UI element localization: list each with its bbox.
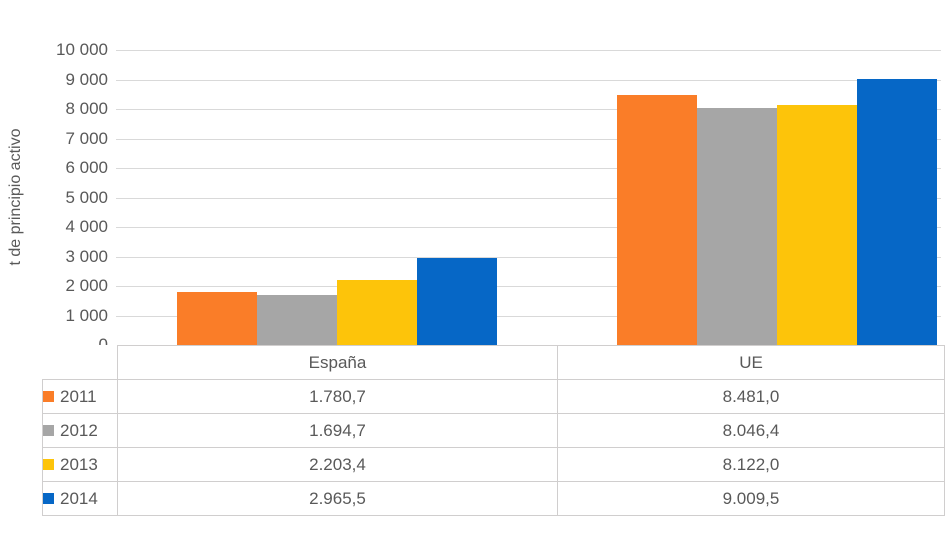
bar-2012-España bbox=[257, 295, 337, 345]
data-table: España UE 2011 1.780,7 8.481,0 2012 1.694,7 8.0… bbox=[42, 345, 945, 516]
value-cell: 1.780,7 bbox=[117, 379, 558, 414]
column-header-UE: UE bbox=[557, 345, 945, 380]
table-row: 2013 2.203,4 8.122,0 bbox=[42, 447, 945, 482]
gridline bbox=[116, 256, 941, 258]
legend-cell-2011: 2011 bbox=[42, 379, 118, 414]
bar-2014-España bbox=[417, 257, 497, 345]
bar-2014-UE bbox=[857, 79, 937, 345]
value-cell: 2.203,4 bbox=[117, 447, 558, 482]
y-tick-label: 9 000 bbox=[65, 69, 108, 89]
gridline bbox=[116, 50, 941, 51]
legend-cell-2013: 2013 bbox=[42, 447, 118, 482]
legend-swatch-icon bbox=[43, 458, 54, 470]
y-tick-label: 7 000 bbox=[65, 128, 108, 148]
y-tick-label: 5 000 bbox=[65, 187, 108, 207]
column-header-España: España bbox=[117, 345, 558, 380]
legend-swatch-icon bbox=[43, 424, 54, 436]
y-tick-label: 8 000 bbox=[65, 99, 108, 118]
bar-2013-UE bbox=[777, 105, 857, 345]
legend-cell-2014: 2014 bbox=[42, 481, 118, 516]
legend-cell-2012: 2012 bbox=[42, 413, 118, 448]
legend-swatch-icon bbox=[43, 390, 54, 402]
y-tick-label: 10 000 bbox=[56, 40, 108, 59]
value-cell: 2.965,5 bbox=[117, 481, 558, 516]
y-axis-tick-labels: 0 1 000 2 000 3 000 4 000 5 000 6 000 7 000 8 00… bbox=[0, 0, 108, 370]
value-cell: 8.046,4 bbox=[557, 413, 945, 448]
value-cell: 8.122,0 bbox=[557, 447, 945, 482]
table-row: 2011 1.780,7 8.481,0 bbox=[42, 379, 945, 414]
plot-area bbox=[116, 50, 941, 346]
value-cell: 9.009,5 bbox=[557, 481, 945, 516]
value-cell: 1.694,7 bbox=[117, 413, 558, 448]
y-tick-label: 1 000 bbox=[65, 305, 108, 325]
table-row: 2014 2.965,5 9.009,5 bbox=[42, 481, 945, 516]
legend-swatch-icon bbox=[43, 492, 54, 504]
gridline bbox=[116, 109, 941, 110]
table-corner-cell bbox=[43, 346, 118, 380]
gridline bbox=[116, 79, 941, 81]
gridline bbox=[116, 168, 941, 169]
value-cell: 8.481,0 bbox=[557, 379, 945, 414]
y-tick-label: 0 bbox=[0, 335, 108, 355]
table-row: 2012 1.694,7 8.046,4 bbox=[42, 413, 945, 448]
gridline bbox=[116, 138, 941, 140]
bar-2011-UE bbox=[617, 94, 697, 345]
gridline bbox=[116, 315, 941, 317]
y-tick-label: 4 000 bbox=[65, 217, 108, 236]
bar-2011-España bbox=[177, 292, 257, 345]
gridline bbox=[116, 286, 941, 287]
bar-2013-España bbox=[337, 280, 417, 345]
y-tick-label: 3 000 bbox=[65, 246, 108, 266]
y-tick-label: 6 000 bbox=[65, 158, 108, 177]
gridline bbox=[116, 197, 941, 199]
y-tick-label: 2 000 bbox=[65, 276, 108, 295]
gridline bbox=[116, 227, 941, 228]
bar-2012-UE bbox=[697, 107, 777, 345]
table-header-row: España UE bbox=[43, 345, 945, 380]
